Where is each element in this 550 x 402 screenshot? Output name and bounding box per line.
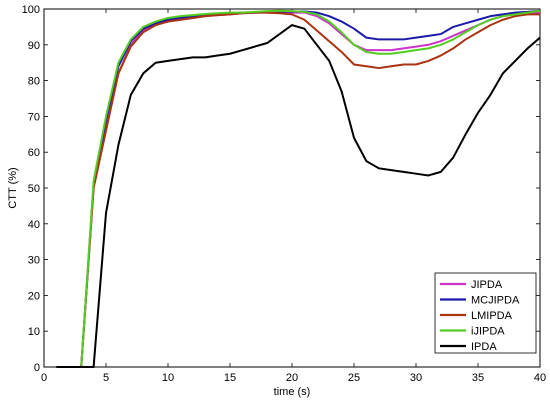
legend-entries: JIPDA MCJIPDA LMIPDA iJIPDA IPDA [440,279,520,353]
y-tick-labels: 0 10 20 30 40 50 60 70 80 90 100 [22,4,40,374]
y-tick-label: 10 [28,326,40,338]
legend-label: MCJIPDA [471,295,520,307]
x-tick-label: 30 [410,372,422,384]
x-tick-label: 5 [103,372,109,384]
legend-label: iJIPDA [471,326,505,338]
x-tick-label: 25 [348,372,360,384]
y-tick-label: 50 [28,183,40,195]
x-tick-label: 20 [286,372,298,384]
x-tick-label: 0 [41,372,47,384]
series-line-jipda [56,11,540,368]
series-line-ipda [56,24,541,368]
x-tick-label: 10 [162,372,174,384]
series-lines [56,9,541,368]
legend-label: IPDA [471,341,497,353]
series-line-lmipda [56,11,540,368]
x-tick-label: 35 [472,372,484,384]
legend-label: LMIPDA [471,310,513,322]
legend: JIPDA MCJIPDA LMIPDA iJIPDA IPDA [434,272,537,354]
series-line-ijipda [56,9,541,368]
y-tick-label: 80 [28,76,40,88]
y-tick-label: 90 [28,40,40,52]
y-tick-label: 70 [28,111,40,123]
legend-label: JIPDA [471,279,503,291]
x-tick-labels: 0 5 10 15 20 25 30 35 40 [41,372,546,384]
y-tick-label: 60 [28,147,40,159]
x-tick-label: 15 [224,372,236,384]
y-tick-label: 0 [34,362,40,374]
y-axis-title: CTT (%) [7,167,19,208]
y-tick-label: 20 [28,290,40,302]
y-tick-label: 30 [28,255,40,267]
x-axis-title: time (s) [274,386,311,398]
y-tick-label: 40 [28,219,40,231]
x-tick-label: 40 [534,372,546,384]
legend-box [434,272,537,354]
y-tick-label: 100 [22,4,40,16]
